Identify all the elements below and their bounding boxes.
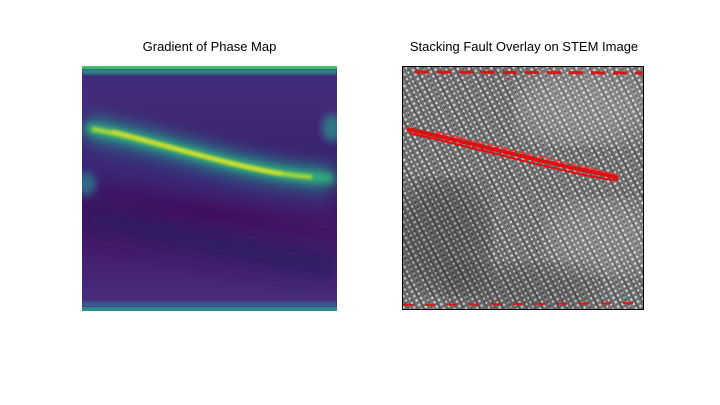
gradient-phase-map-title: Gradient of Phase Map xyxy=(142,39,277,54)
gradient-phase-map-image xyxy=(82,66,337,311)
stacking-fault-overlay-title: Stacking Fault Overlay on STEM Image xyxy=(409,39,639,54)
stem-overlay-image xyxy=(402,66,644,310)
